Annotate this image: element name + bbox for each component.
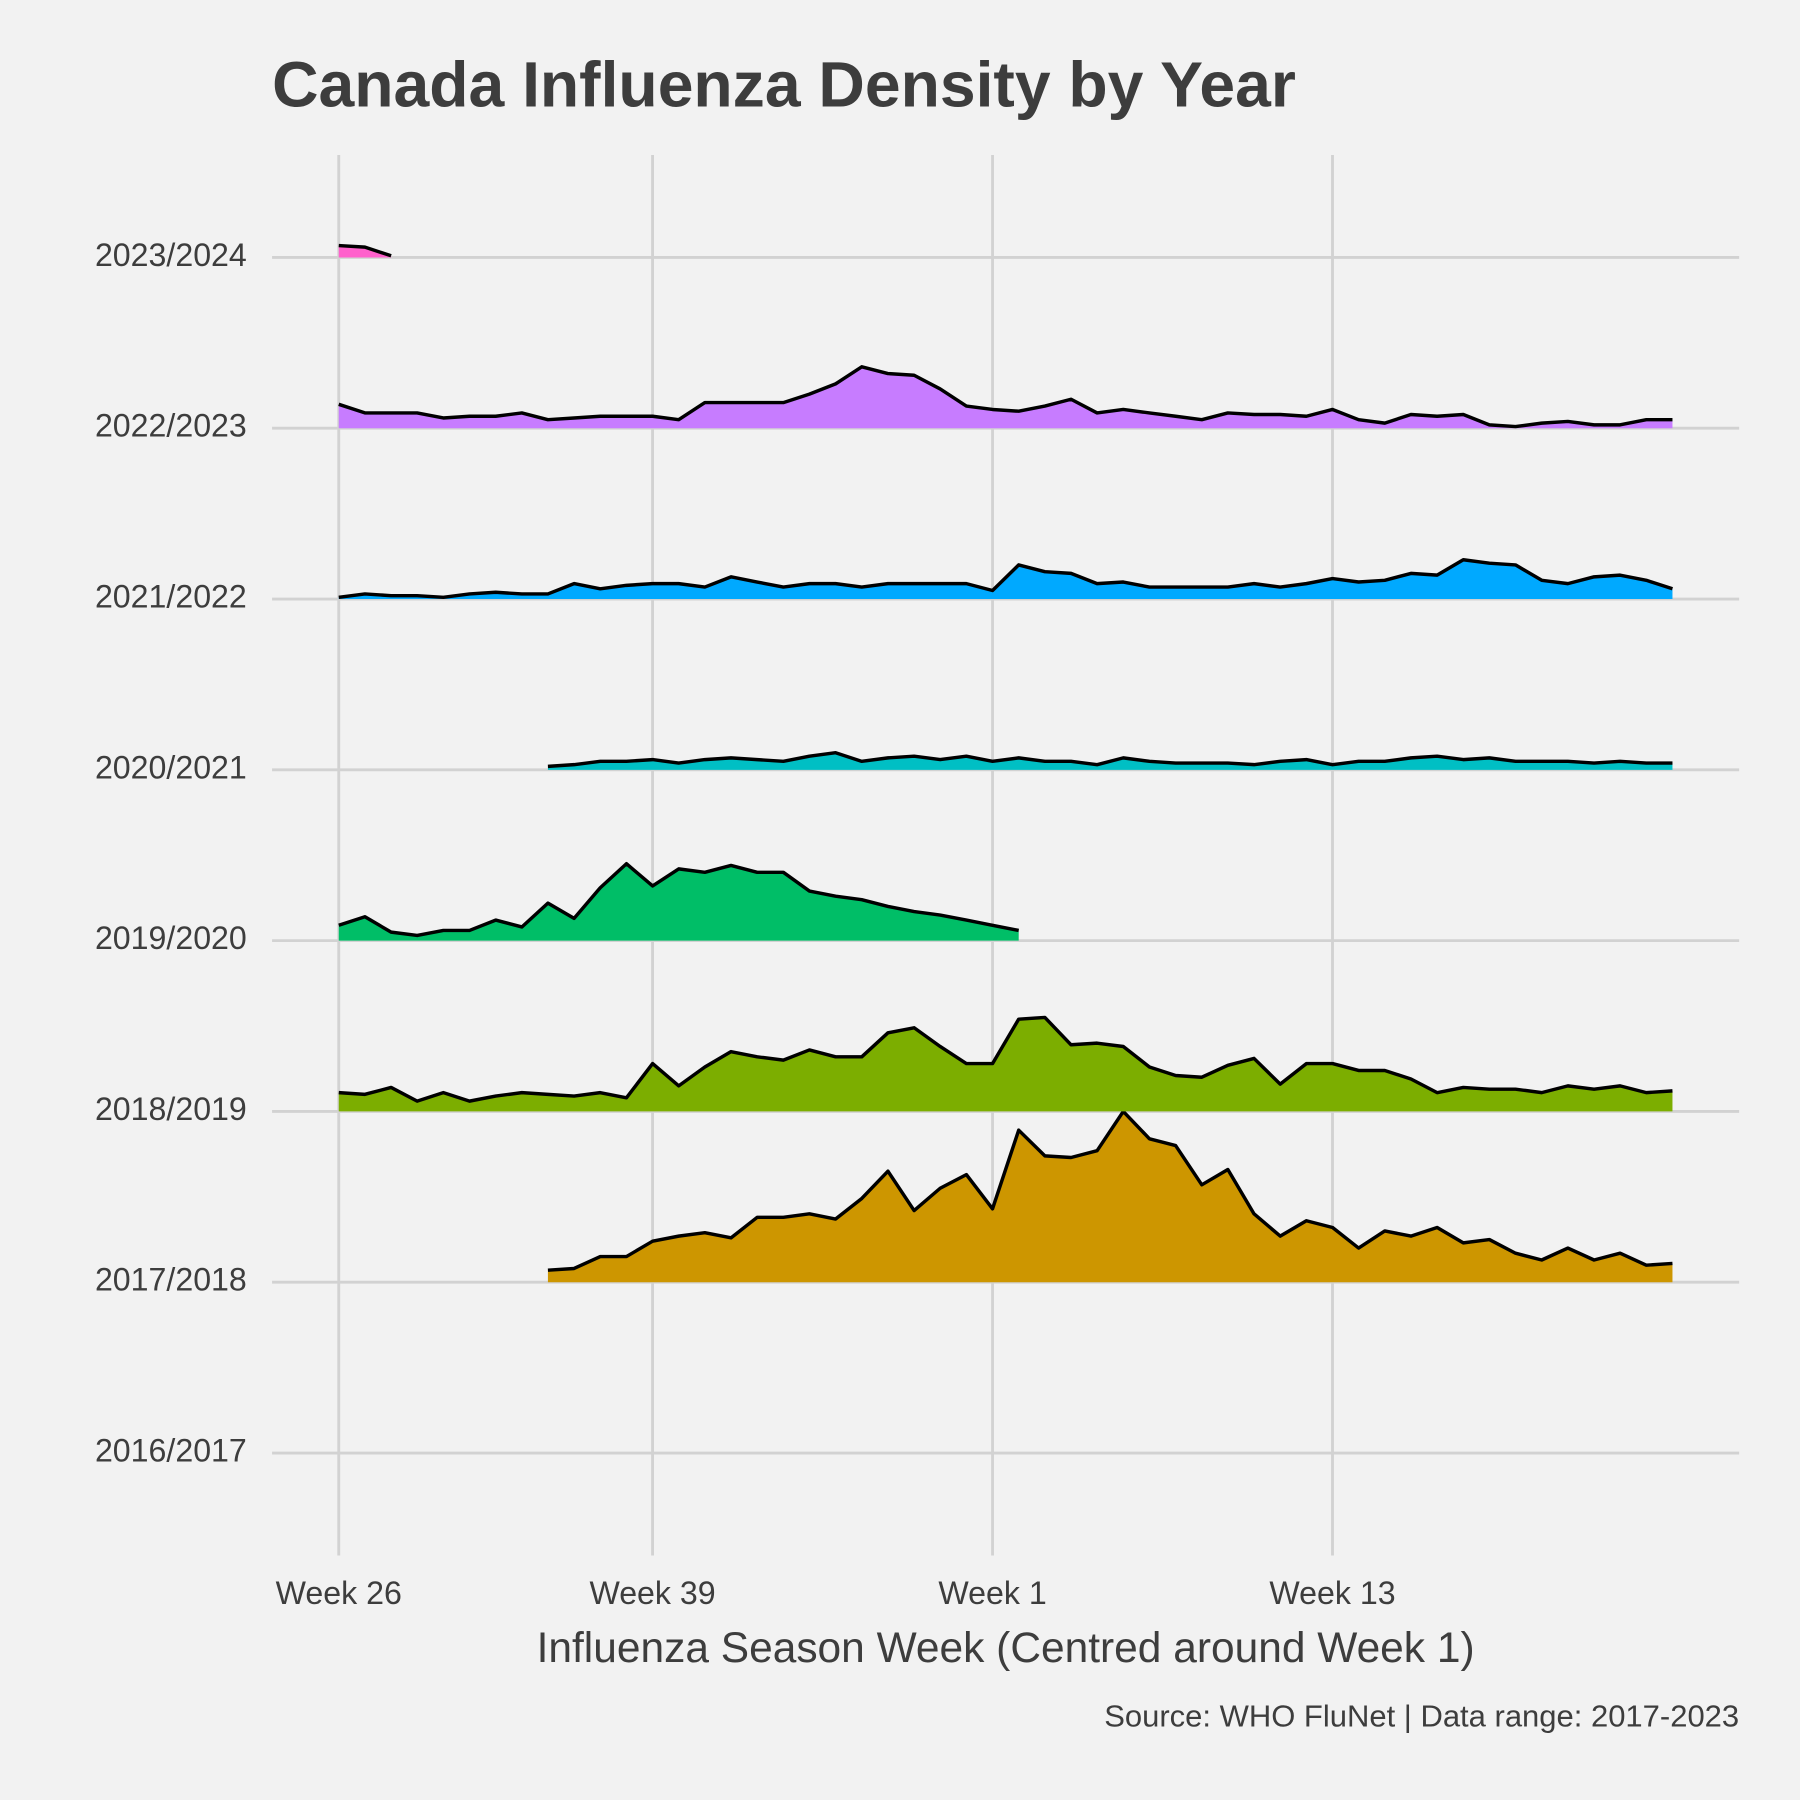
density-area [338, 245, 392, 258]
density-area [547, 1111, 1673, 1283]
density-area [338, 863, 1019, 941]
x-tick-label: Week 26 [276, 1575, 402, 1611]
density-line [338, 1015, 1673, 1103]
y-tick-label: 2016/2017 [95, 1432, 247, 1468]
caption: Source: WHO FluNet | Data range: 2017-20… [1104, 1699, 1739, 1734]
density-line [547, 1109, 1673, 1272]
marks [338, 243, 1673, 1283]
labels: Week 26 Week 39 Week 1 Week 13 2016/2017 2017… [95, 237, 1396, 1611]
density-area [338, 1017, 1673, 1112]
x-tick-label: Week 13 [1269, 1575, 1395, 1611]
density-line [338, 243, 392, 258]
density-line [338, 365, 1673, 429]
y-tick-label: 2021/2022 [95, 579, 247, 615]
y-tick-label: 2022/2023 [95, 408, 247, 444]
y-tick-label: 2020/2021 [95, 749, 247, 785]
density-line [338, 862, 1020, 938]
density-line [338, 558, 1673, 600]
y-tick-label: 2019/2020 [95, 920, 247, 956]
x-tick-label: Week 1 [938, 1575, 1046, 1611]
x-axis-title: Influenza Season Week (Centred around We… [537, 1624, 1475, 1671]
chart-title: Canada Influenza Density by Year [272, 49, 1296, 121]
y-tick-label: 2018/2019 [95, 1091, 247, 1127]
x-tick-label: Week 39 [589, 1575, 715, 1611]
y-tick-label: 2017/2018 [95, 1262, 247, 1298]
density-line [547, 750, 1673, 769]
y-tick-label: 2023/2024 [95, 237, 247, 273]
